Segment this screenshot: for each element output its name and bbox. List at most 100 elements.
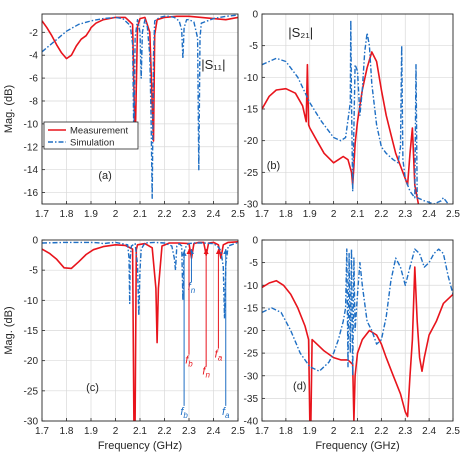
panel-c: 1.7 1.8 1.9 2 2.1 2.2 2.3 2.4 2.5 -30 -25 -20 -15 -10… xyxy=(3,236,245,453)
axes-frame xyxy=(41,239,239,422)
y-tick-label: -15 xyxy=(244,303,259,314)
marker-label: fn xyxy=(202,366,210,380)
panel-label: (b) xyxy=(267,160,280,172)
legend-label-simulation: Simulation xyxy=(70,138,114,149)
x-tick-label: 2.4 xyxy=(207,209,221,220)
y-axis-label: Mag. (dB) xyxy=(3,306,15,354)
marker-label-subscript: a xyxy=(218,354,223,363)
x-tick-label: 2.3 xyxy=(398,426,412,437)
marker-label-subscript: n xyxy=(205,371,210,380)
panel-b: 1.7 1.8 1.9 2 2.1 2.2 2.3 2.4 2.5 -30 -25 -20 -15 -10… xyxy=(244,10,461,221)
x-tick-label: 1.8 xyxy=(279,209,293,220)
y-tick-label: -5 xyxy=(249,41,258,52)
panel-label: (d) xyxy=(293,380,306,392)
series-line-simulation xyxy=(262,248,453,377)
y-tick-label: -40 xyxy=(244,417,259,428)
x-tick-label: 2.5 xyxy=(446,209,460,220)
x-tick-label: 1.9 xyxy=(303,426,317,437)
x-tick-label: 2.4 xyxy=(207,426,221,437)
y-tick-label: -20 xyxy=(24,356,39,367)
axes-frame xyxy=(261,13,454,205)
y-tick-label: -5 xyxy=(29,266,38,277)
marker-label: fb xyxy=(180,406,188,420)
y-tick-label: -4 xyxy=(29,51,38,62)
x-tick-label: 2.5 xyxy=(231,209,245,220)
marker-label: fa xyxy=(222,406,230,420)
marker-label: fn xyxy=(188,281,196,295)
series-group xyxy=(262,19,449,204)
marker-label-subscript: b xyxy=(188,360,193,369)
y-tick-label: -30 xyxy=(24,417,39,428)
x-tick-label: 1.8 xyxy=(279,426,293,437)
x-tick-label: 1.7 xyxy=(255,209,269,220)
y-tick-label: 0 xyxy=(252,236,258,247)
y-tick-label: -15 xyxy=(24,326,39,337)
y-tick-label: -15 xyxy=(244,105,259,116)
series-group xyxy=(42,241,238,421)
legend-box xyxy=(43,121,139,150)
series-line-measurement xyxy=(42,15,238,148)
x-tick-label: 2.2 xyxy=(158,426,172,437)
y-tick-label: -10 xyxy=(24,296,39,307)
y-tick-label: 0 xyxy=(252,10,258,21)
marker-arrowhead xyxy=(203,249,209,255)
panel-a: 1.7 1.8 1.9 2 2.1 2.2 2.3 2.4 2.5 -16 -14 -12 -10 -8 -… xyxy=(3,13,245,220)
x-tick-label: 2.1 xyxy=(133,426,147,437)
series-line-simulation xyxy=(262,19,449,204)
y-tick-label: -10 xyxy=(244,73,259,84)
y-tick-label: -20 xyxy=(244,326,259,337)
x-tick-label: 1.9 xyxy=(303,209,317,220)
x-tick-label: 2 xyxy=(331,209,337,220)
marker-label-subscript: n xyxy=(191,286,196,295)
y-tick-label: -16 xyxy=(24,188,39,199)
x-tick-label: 2.4 xyxy=(422,426,436,437)
panel-label: (a) xyxy=(98,170,111,182)
series-group xyxy=(262,248,453,421)
panel-d: 1.7 1.8 1.9 2 2.1 2.2 2.3 2.4 2.5 -40 -35 -30 -25 -20… xyxy=(244,236,461,453)
y-tick-label: -30 xyxy=(244,371,259,382)
marker-arrowhead xyxy=(186,249,192,255)
y-tick-label: -20 xyxy=(244,136,259,147)
y-tick-label: -6 xyxy=(29,74,38,85)
x-tick-label: 2.5 xyxy=(446,426,460,437)
marker-label: fa xyxy=(215,349,223,363)
marker-label-subscript: a xyxy=(225,411,230,420)
x-tick-label: 1.9 xyxy=(84,426,98,437)
x-tick-label: 1.7 xyxy=(255,426,269,437)
series-line-simulation xyxy=(42,14,238,200)
axes-frame xyxy=(41,13,239,205)
x-tick-label: 2.1 xyxy=(351,426,365,437)
x-tick-label: 2.2 xyxy=(374,426,388,437)
x-tick-label: 1.9 xyxy=(84,209,98,220)
x-tick-label: 2 xyxy=(113,209,119,220)
series-line-simulation xyxy=(42,241,238,320)
y-tick-label: -2 xyxy=(29,28,38,39)
marker-arrowhead xyxy=(215,249,221,255)
marker-arrowhead xyxy=(223,249,229,255)
y-tick-label: -5 xyxy=(249,258,258,269)
x-tick-label: 2.2 xyxy=(158,209,172,220)
x-tick-label: 1.7 xyxy=(35,426,49,437)
x-tick-label: 2.3 xyxy=(182,426,196,437)
series-line-measurement xyxy=(262,51,420,204)
x-tick-label: 2.3 xyxy=(398,209,412,220)
y-tick-label: -10 xyxy=(244,281,259,292)
marker-label-subscript: b xyxy=(183,411,188,420)
x-tick-label: 2.1 xyxy=(351,209,365,220)
x-tick-label: 2.5 xyxy=(231,426,245,437)
x-tick-label: 2 xyxy=(113,426,119,437)
x-tick-label: 2.4 xyxy=(422,209,436,220)
legend-label-measurement: Measurement xyxy=(70,126,128,137)
marker-label: fb xyxy=(185,355,193,369)
y-tick-label: -25 xyxy=(244,168,259,179)
y-tick-label: -35 xyxy=(244,394,259,405)
y-tick-label: -25 xyxy=(24,386,39,397)
x-tick-label: 2 xyxy=(331,426,337,437)
y-tick-label: -12 xyxy=(24,142,39,153)
x-axis-label: Frequency (GHz) xyxy=(315,440,399,452)
parameter-annotation: |S₂₁| xyxy=(288,25,313,40)
y-tick-label: 0 xyxy=(32,236,38,247)
